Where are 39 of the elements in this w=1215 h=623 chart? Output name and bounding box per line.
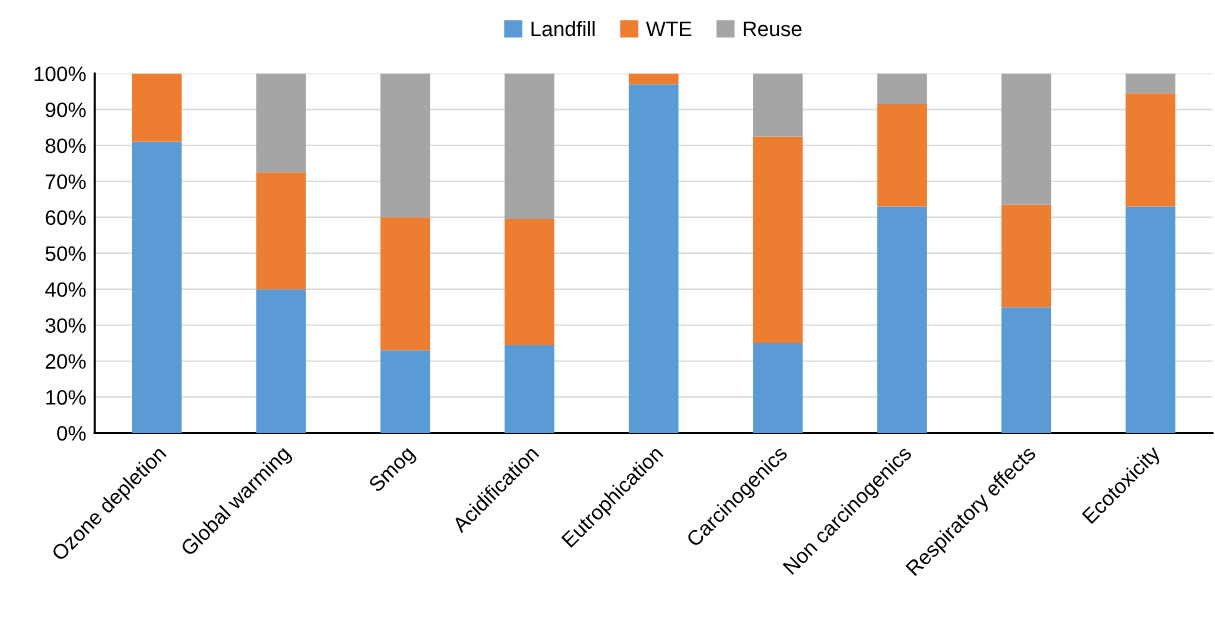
bar bbox=[628, 73, 679, 85]
bar bbox=[877, 104, 927, 207]
bar bbox=[877, 73, 927, 105]
bar bbox=[132, 141, 182, 433]
y-tick-label: 80% bbox=[45, 138, 86, 154]
bar bbox=[753, 73, 803, 137]
bar bbox=[1001, 73, 1052, 205]
legend-label: WTE bbox=[646, 21, 692, 37]
bar bbox=[1125, 73, 1176, 94]
y-tick-label: 20% bbox=[45, 354, 86, 369]
bar bbox=[1125, 93, 1176, 207]
bar bbox=[256, 73, 306, 173]
bar bbox=[877, 206, 927, 433]
y-tick-label: 50% bbox=[45, 246, 86, 261]
y-tick-label: 0% bbox=[57, 425, 86, 441]
bar bbox=[504, 73, 555, 220]
bar bbox=[628, 84, 679, 433]
bar bbox=[504, 344, 555, 433]
y-tick-label: 90% bbox=[45, 102, 86, 118]
bar bbox=[380, 350, 431, 433]
legend-label: Reuse bbox=[743, 21, 802, 37]
bar bbox=[256, 289, 306, 433]
y-tick-label: 100% bbox=[34, 66, 86, 82]
bar bbox=[1001, 307, 1052, 433]
bar bbox=[753, 136, 803, 344]
y-tick-label: 40% bbox=[45, 282, 86, 297]
y-tick-label: 30% bbox=[45, 318, 86, 333]
bar bbox=[380, 73, 431, 218]
legend-label: Landfill bbox=[531, 20, 595, 37]
bar bbox=[504, 219, 555, 345]
bar bbox=[132, 73, 182, 142]
bar bbox=[256, 172, 306, 290]
y-tick-label: 10% bbox=[46, 390, 86, 405]
y-tick-label: 70% bbox=[45, 174, 86, 190]
bar bbox=[1001, 204, 1052, 308]
bar bbox=[753, 343, 803, 433]
bar bbox=[1125, 206, 1176, 433]
bar bbox=[380, 217, 431, 351]
y-tick-label: 60% bbox=[45, 210, 86, 226]
